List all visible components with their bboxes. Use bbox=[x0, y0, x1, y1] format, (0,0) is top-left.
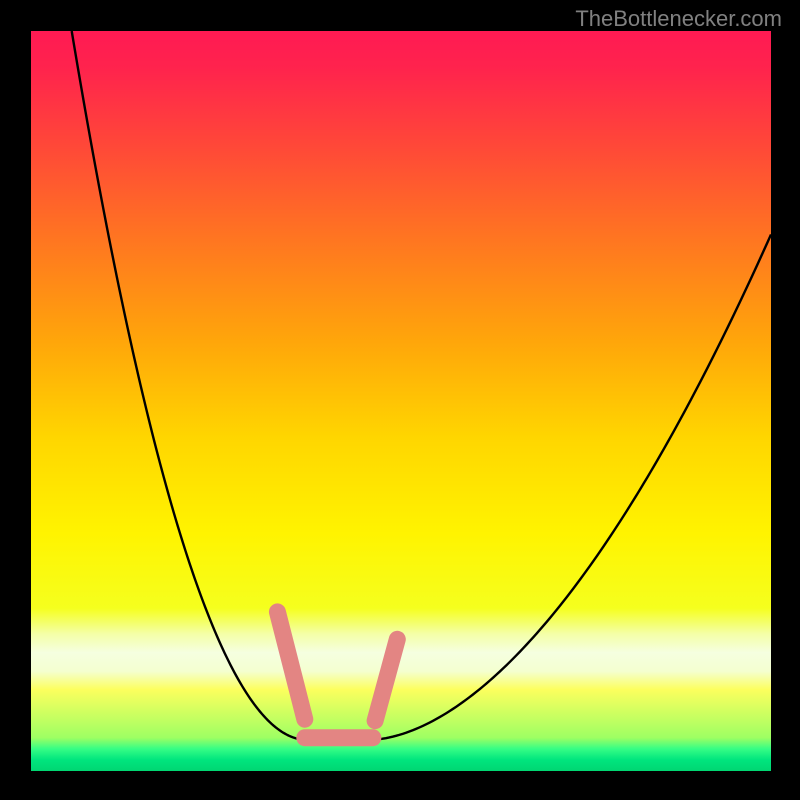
chart-stage: TheBottlenecker.com bbox=[0, 0, 800, 800]
plot-svg bbox=[31, 31, 771, 771]
watermark-text: TheBottlenecker.com bbox=[575, 6, 782, 32]
gradient-background bbox=[31, 31, 771, 771]
plot-area bbox=[31, 31, 771, 771]
